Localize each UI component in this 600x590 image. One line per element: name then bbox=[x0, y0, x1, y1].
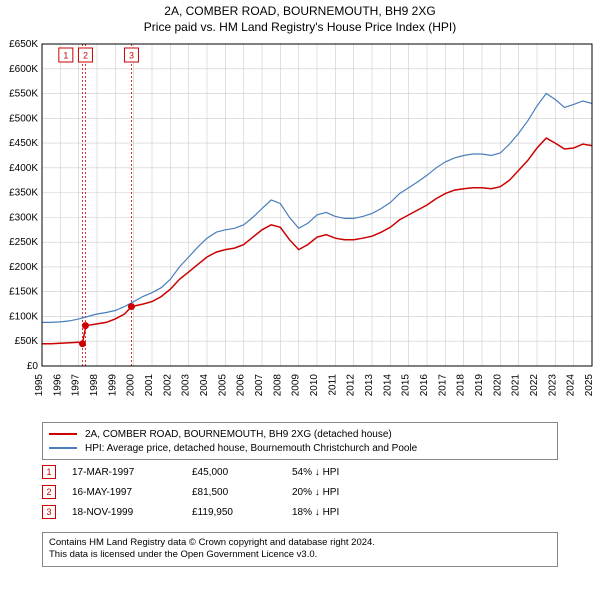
svg-text:2022: 2022 bbox=[529, 374, 540, 397]
legend-swatch-hpi bbox=[49, 447, 77, 449]
annotation-date-1: 17-MAR-1997 bbox=[72, 467, 192, 478]
svg-text:2006: 2006 bbox=[236, 374, 247, 397]
svg-text:2019: 2019 bbox=[474, 374, 485, 397]
svg-text:1996: 1996 bbox=[52, 374, 63, 397]
legend-label-property: 2A, COMBER ROAD, BOURNEMOUTH, BH9 2XG (d… bbox=[85, 429, 392, 440]
svg-text:2008: 2008 bbox=[272, 374, 283, 397]
svg-text:£250K: £250K bbox=[9, 237, 38, 248]
svg-text:£350K: £350K bbox=[9, 188, 38, 199]
svg-text:2007: 2007 bbox=[254, 374, 265, 397]
svg-text:2: 2 bbox=[83, 51, 88, 61]
svg-text:2012: 2012 bbox=[346, 374, 357, 397]
annotation-row-1: 1 17-MAR-1997 £45,000 54% ↓ HPI bbox=[42, 462, 558, 482]
svg-text:2020: 2020 bbox=[492, 374, 503, 397]
svg-text:£450K: £450K bbox=[9, 138, 38, 149]
svg-text:£600K: £600K bbox=[9, 64, 38, 75]
svg-text:2000: 2000 bbox=[126, 374, 137, 397]
footer-line2: This data is licensed under the Open Gov… bbox=[49, 549, 551, 561]
title-area: 2A, COMBER ROAD, BOURNEMOUTH, BH9 2XG Pr… bbox=[0, 0, 600, 34]
title-line1: 2A, COMBER ROAD, BOURNEMOUTH, BH9 2XG bbox=[0, 4, 600, 18]
svg-text:2005: 2005 bbox=[217, 374, 228, 397]
svg-text:2023: 2023 bbox=[547, 374, 558, 397]
annotation-diff-1: 54% ↓ HPI bbox=[292, 467, 412, 478]
svg-text:£400K: £400K bbox=[9, 163, 38, 174]
svg-text:2025: 2025 bbox=[584, 374, 595, 397]
annotation-diff-3: 18% ↓ HPI bbox=[292, 507, 412, 518]
annotation-marker-1: 1 bbox=[42, 465, 56, 479]
title-line2: Price paid vs. HM Land Registry's House … bbox=[0, 18, 600, 34]
svg-text:£300K: £300K bbox=[9, 212, 38, 223]
svg-text:2011: 2011 bbox=[327, 374, 338, 396]
svg-text:£50K: £50K bbox=[15, 336, 39, 347]
annotation-row-2: 2 16-MAY-1997 £81,500 20% ↓ HPI bbox=[42, 482, 558, 502]
chart-svg: £0 £50K £100K £150K £200K £250K £300K £350K £400… bbox=[0, 38, 600, 418]
svg-text:2004: 2004 bbox=[199, 374, 210, 397]
svg-text:1999: 1999 bbox=[107, 374, 118, 397]
svg-text:2010: 2010 bbox=[309, 374, 320, 397]
svg-text:£200K: £200K bbox=[9, 262, 38, 273]
svg-text:1995: 1995 bbox=[34, 374, 45, 397]
annotation-date-3: 18-NOV-1999 bbox=[72, 507, 192, 518]
page-container: 2A, COMBER ROAD, BOURNEMOUTH, BH9 2XG Pr… bbox=[0, 0, 600, 590]
legend-swatch-property bbox=[49, 433, 77, 435]
annotations-area: 1 17-MAR-1997 £45,000 54% ↓ HPI 2 16-MAY… bbox=[42, 462, 558, 522]
svg-text:2002: 2002 bbox=[162, 374, 173, 397]
svg-text:£100K: £100K bbox=[9, 311, 38, 322]
svg-text:2016: 2016 bbox=[419, 374, 430, 397]
svg-text:£0: £0 bbox=[27, 361, 39, 372]
svg-text:£150K: £150K bbox=[9, 287, 38, 298]
svg-text:2017: 2017 bbox=[437, 374, 448, 397]
annotation-price-1: £45,000 bbox=[192, 467, 292, 478]
svg-text:2003: 2003 bbox=[181, 374, 192, 397]
svg-text:2015: 2015 bbox=[401, 374, 412, 397]
legend-label-hpi: HPI: Average price, detached house, Bour… bbox=[85, 443, 417, 454]
svg-text:2021: 2021 bbox=[511, 374, 522, 397]
svg-text:£650K: £650K bbox=[9, 39, 38, 50]
svg-text:3: 3 bbox=[129, 51, 134, 61]
annotation-row-3: 3 18-NOV-1999 £119,950 18% ↓ HPI bbox=[42, 502, 558, 522]
svg-text:1998: 1998 bbox=[89, 374, 100, 397]
svg-text:2009: 2009 bbox=[291, 374, 302, 397]
annotation-diff-2: 20% ↓ HPI bbox=[292, 487, 412, 498]
annotation-marker-2: 2 bbox=[42, 485, 56, 499]
svg-text:£550K: £550K bbox=[9, 89, 38, 100]
svg-text:1: 1 bbox=[63, 51, 68, 61]
chart: £0 £50K £100K £150K £200K £250K £300K £350K £400… bbox=[0, 38, 600, 418]
annotation-price-2: £81,500 bbox=[192, 487, 292, 498]
legend-box: 2A, COMBER ROAD, BOURNEMOUTH, BH9 2XG (d… bbox=[42, 422, 558, 460]
legend-item-property: 2A, COMBER ROAD, BOURNEMOUTH, BH9 2XG (d… bbox=[49, 427, 551, 441]
svg-text:2024: 2024 bbox=[566, 374, 577, 397]
annotation-price-3: £119,950 bbox=[192, 507, 292, 518]
annotation-marker-3: 3 bbox=[42, 505, 56, 519]
annotation-date-2: 16-MAY-1997 bbox=[72, 487, 192, 498]
footer-line1: Contains HM Land Registry data © Crown c… bbox=[49, 537, 551, 549]
svg-text:£500K: £500K bbox=[9, 113, 38, 124]
legend-item-hpi: HPI: Average price, detached house, Bour… bbox=[49, 441, 551, 455]
svg-text:2014: 2014 bbox=[382, 374, 393, 397]
footer-box: Contains HM Land Registry data © Crown c… bbox=[42, 532, 558, 567]
svg-text:2018: 2018 bbox=[456, 374, 467, 397]
svg-text:2001: 2001 bbox=[144, 374, 155, 397]
svg-text:2013: 2013 bbox=[364, 374, 375, 397]
svg-text:1997: 1997 bbox=[71, 374, 82, 397]
